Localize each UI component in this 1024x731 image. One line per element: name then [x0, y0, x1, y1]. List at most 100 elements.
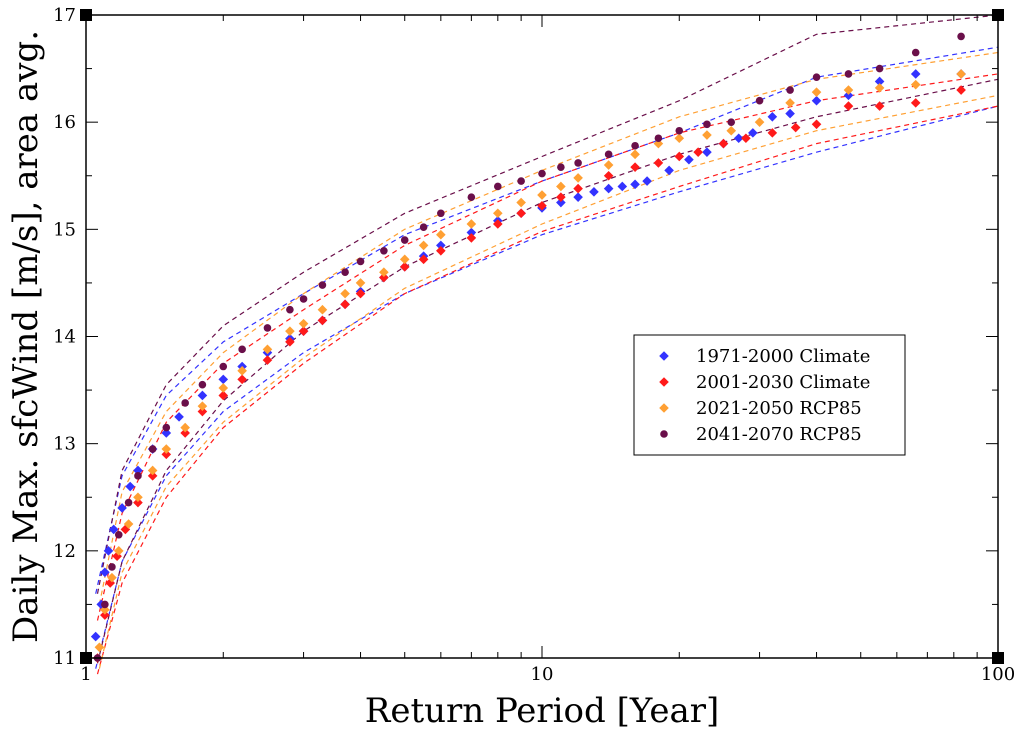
data-point: [642, 176, 652, 186]
data-point: [174, 412, 184, 422]
data-point: [874, 76, 885, 87]
legend-marker: [659, 403, 669, 413]
data-point: [90, 631, 101, 642]
data-point: [516, 197, 526, 208]
data-point: [94, 642, 105, 653]
legend-marker: [660, 430, 668, 438]
data-point: [702, 147, 712, 157]
data-point: [674, 133, 685, 144]
data-point: [684, 154, 694, 165]
data-point: [218, 383, 229, 393]
data-point: [557, 163, 565, 171]
data-point: [147, 465, 158, 476]
data-point: [148, 445, 157, 453]
data-point: [341, 268, 349, 277]
data-point: [436, 240, 446, 251]
data-point: [726, 125, 737, 136]
data-point: [630, 149, 640, 160]
data-point: [910, 98, 921, 108]
data-point: [556, 197, 566, 208]
corner-marker: [80, 652, 92, 664]
data-point: [603, 170, 614, 181]
data-point: [466, 227, 477, 238]
band-lower-line: [98, 94, 999, 669]
data-point: [103, 546, 114, 556]
data-point: [674, 151, 685, 162]
data-point: [162, 423, 171, 432]
series-points: [94, 69, 966, 653]
band-upper-line: [96, 73, 999, 621]
y-tick-label: 11: [53, 648, 76, 669]
data-point: [664, 165, 674, 176]
data-point: [298, 326, 309, 336]
data-point: [399, 262, 410, 272]
data-point: [133, 492, 143, 503]
band-lower-line: [96, 78, 999, 664]
data-point: [957, 32, 965, 41]
x-tick-label: 1: [80, 664, 91, 685]
data-point: [124, 498, 133, 507]
data-point: [589, 187, 599, 197]
data-point: [603, 183, 614, 194]
data-point: [197, 401, 208, 411]
corner-marker: [992, 9, 1004, 21]
data-point: [379, 267, 389, 277]
data-point: [180, 428, 190, 438]
data-point: [617, 181, 628, 192]
data-point: [785, 98, 795, 108]
data-point: [161, 444, 172, 454]
data-point: [340, 299, 350, 310]
data-point: [285, 326, 295, 336]
data-point: [767, 128, 778, 138]
data-point: [786, 86, 794, 94]
data-point: [299, 295, 308, 303]
legend: 1971-2000 Climate 2001-2030 Climate 2021-2…: [633, 334, 906, 456]
axis-ticks: [85, 14, 999, 659]
band-upper-line: [96, 14, 999, 594]
data-point: [298, 318, 309, 329]
data-point: [790, 122, 801, 133]
data-point: [436, 245, 446, 256]
data-points: [90, 32, 966, 663]
data-point: [400, 236, 409, 244]
legend-label: 1971-2000 Climate: [696, 346, 870, 367]
x-tick-label: 100: [981, 664, 1015, 685]
confidence-bands: [95, 14, 999, 675]
data-point: [108, 563, 116, 571]
data-point: [516, 208, 526, 219]
axes: 1 10 100 11 12 13 14 15 16 17: [53, 5, 1015, 685]
data-point: [112, 551, 122, 561]
data-point: [466, 233, 477, 243]
data-point: [113, 546, 124, 556]
data-point: [573, 173, 583, 183]
data-point: [123, 519, 134, 529]
legend-marker: [659, 377, 669, 387]
data-point: [238, 345, 246, 354]
legend-label: 2041-2070 RCP85: [696, 424, 862, 445]
data-point: [285, 337, 295, 347]
data-point: [181, 399, 189, 407]
data-point: [161, 449, 172, 460]
legend-label: 2001-2030 Climate: [696, 372, 870, 393]
y-axis-title: Daily Max. sfcWind [m/s], area avg.: [6, 30, 46, 643]
data-point: [874, 83, 885, 93]
y-tick-label: 15: [53, 219, 76, 240]
data-point: [419, 223, 428, 231]
data-point: [702, 130, 712, 140]
legend-label: 2021-2050 RCP85: [696, 398, 862, 419]
data-point: [556, 181, 566, 192]
data-point: [493, 208, 503, 219]
data-point: [812, 73, 821, 81]
band-upper-line: [98, 51, 999, 605]
data-point: [108, 524, 119, 535]
data-point: [703, 120, 711, 129]
data-point: [631, 141, 639, 150]
data-point: [379, 272, 389, 283]
data-point: [114, 530, 123, 539]
data-point: [517, 177, 525, 185]
data-point: [262, 355, 273, 365]
data-point: [874, 101, 885, 111]
data-point: [197, 406, 208, 417]
data-point: [811, 95, 822, 106]
